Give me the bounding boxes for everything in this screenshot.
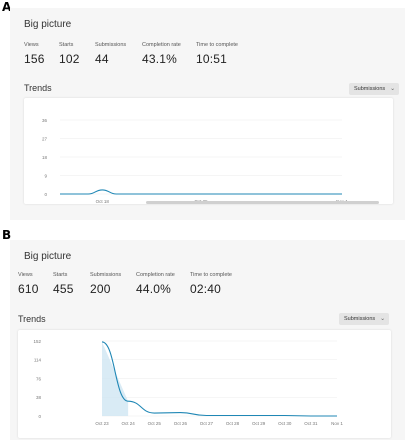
stat-submissions: Submissions 44 [95, 42, 126, 66]
stat-completion-rate: Completion rate 43.1% [142, 42, 181, 66]
x-tick-label: Oct 25 [148, 421, 162, 426]
highlight-area [102, 341, 129, 416]
x-tick-label: Oct 18 [96, 199, 110, 204]
series-line [59, 189, 342, 195]
stat-starts: Starts 455 [53, 272, 74, 296]
panel-label-b: B [2, 228, 12, 242]
stat-label: Submissions [90, 272, 122, 278]
trends-chart-svg: 152 114 76 38 0 Oct 23 Oct 24 Oct 25 Oct 26 Oct 2… [33, 339, 343, 426]
x-tick-label: Oct 24 [121, 421, 135, 426]
stat-label: Time to complete [196, 42, 238, 48]
y-tick-label: 18 [42, 155, 48, 160]
stat-value: 610 [18, 282, 39, 296]
stat-starts: Starts 102 [59, 42, 80, 66]
y-tick-label: 9 [44, 173, 47, 178]
stat-label: Completion rate [136, 272, 175, 278]
trends-chart: 152 114 76 38 0 Oct 23 Oct 24 Oct 25 Oct 26 Oct 2… [18, 330, 391, 438]
x-tick-label: Oct 28 [226, 421, 240, 426]
stat-label: Starts [53, 272, 68, 278]
trends-title: Trends [24, 83, 52, 93]
stat-label: Views [24, 42, 39, 48]
stat-label: Completion rate [142, 42, 181, 48]
panel-label-a: A [2, 0, 12, 14]
y-tick-label: 152 [33, 339, 41, 344]
metric-select[interactable]: Submissions ⌄ [339, 313, 390, 325]
x-tick-label: Oct 26 [174, 421, 188, 426]
stat-label: Submissions [95, 42, 127, 48]
stat-value: 02:40 [190, 282, 222, 296]
metric-select[interactable]: Submissions ⌄ [349, 83, 400, 95]
chart-scrollbar[interactable] [145, 201, 379, 204]
stat-submissions: Submissions 200 [90, 272, 121, 296]
stat-value: 156 [24, 52, 45, 66]
section-title: Big picture [24, 19, 72, 30]
metric-select-label: Submissions [344, 316, 376, 322]
stat-value: 102 [59, 52, 80, 66]
y-tick-label: 0 [38, 414, 41, 419]
x-tick-label: Oct 30 [278, 421, 292, 426]
stat-views: Views 156 [24, 42, 45, 66]
stat-label: Views [18, 272, 33, 278]
chevron-down-icon: ⌄ [380, 316, 386, 322]
panel-a: Big picture Views 156 Starts 102 Submiss… [10, 8, 405, 220]
y-tick-label: 76 [36, 376, 42, 381]
x-tick-label: Oct 29 [252, 421, 266, 426]
metric-select-label: Submissions [354, 86, 386, 92]
y-tick-label: 38 [36, 395, 42, 400]
stat-value: 44.0% [136, 282, 172, 296]
stat-label: Time to complete [190, 272, 232, 278]
x-tick-label: Oct 23 [95, 421, 109, 426]
stat-value: 455 [53, 282, 74, 296]
trends-title: Trends [18, 314, 46, 324]
stat-value: 10:51 [196, 52, 228, 66]
y-tick-label: 0 [44, 192, 47, 197]
x-tick-label: Oct 31 [304, 421, 318, 426]
section-title: Big picture [24, 251, 72, 262]
y-tick-label: 36 [42, 118, 48, 123]
y-tick-label: 27 [42, 136, 48, 141]
stat-label: Starts [59, 42, 74, 48]
chevron-down-icon: ⌄ [390, 86, 396, 92]
stat-time-to-complete: Time to complete 10:51 [196, 42, 238, 66]
stat-completion-rate: Completion rate 44.0% [136, 272, 175, 296]
panel-b: Big picture Views 610 Starts 455 Submiss… [10, 240, 405, 440]
y-tick-label: 114 [34, 358, 42, 363]
x-tick-label: Oct 27 [200, 421, 214, 426]
stat-value: 200 [90, 282, 111, 296]
stat-time-to-complete: Time to complete 02:40 [190, 272, 232, 296]
stat-value: 44 [95, 52, 109, 66]
stat-value: 43.1% [142, 52, 178, 66]
x-tick-label: Nov 1 [331, 421, 343, 426]
series-line [101, 341, 337, 417]
stat-views: Views 610 [18, 272, 39, 296]
